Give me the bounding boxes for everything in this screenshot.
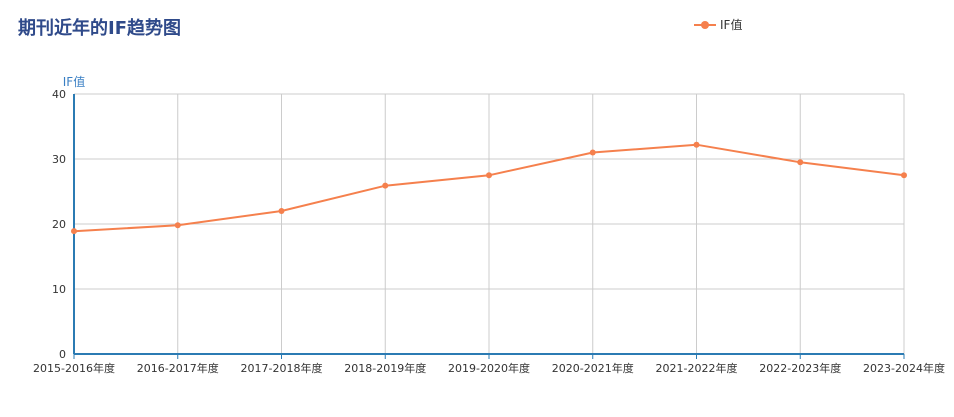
data-point: [71, 228, 77, 235]
x-tick-label: 2021-2022年度: [656, 361, 738, 375]
x-tick-label: 2018-2019年度: [344, 361, 426, 375]
data-point: [589, 149, 596, 156]
x-tick-label: 2022-2023年度: [759, 361, 841, 375]
legend[interactable]: IF值: [694, 16, 742, 33]
x-tick-label: 2016-2017年度: [137, 361, 219, 375]
x-tick-label: 2023-2024年度: [863, 361, 945, 375]
data-point: [278, 208, 285, 214]
x-tick-label: 2019-2020年度: [448, 361, 530, 375]
y-axis-title: IF值: [63, 74, 85, 89]
chart-title: 期刊近年的IF趋势图: [18, 18, 181, 39]
y-tick-label: 30: [52, 153, 66, 166]
legend-line-marker-icon: [694, 20, 716, 29]
x-tick-label: 2017-2018年度: [241, 361, 323, 375]
y-tick-label: 20: [52, 218, 66, 231]
data-point: [693, 141, 700, 148]
legend-item-label: IF值: [720, 18, 743, 32]
data-point: [174, 222, 181, 229]
y-tick-label: 10: [52, 283, 66, 296]
y-tick-label: 0: [59, 348, 66, 361]
data-point: [486, 172, 492, 179]
data-point: [797, 159, 804, 166]
x-tick-label: 2015-2016年度: [33, 361, 115, 375]
x-tick-label: 2020-2021年度: [552, 361, 634, 375]
data-point: [382, 182, 389, 189]
data-point: [901, 172, 907, 179]
y-tick-label: 40: [52, 88, 66, 101]
